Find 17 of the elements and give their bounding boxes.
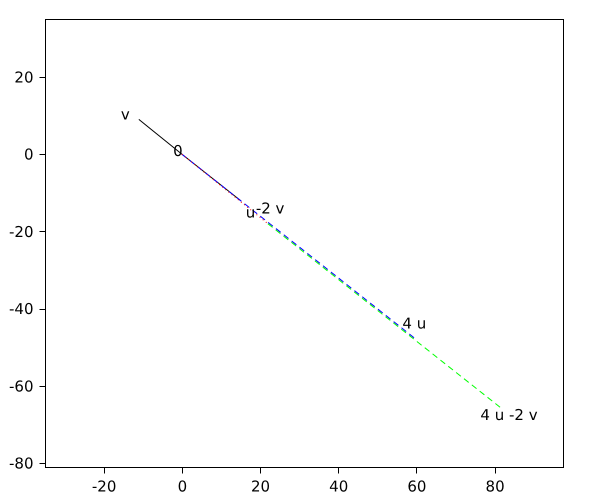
x-tick-label: 40 [329, 478, 348, 496]
annotation: v [120, 105, 130, 124]
x-tick-label: -20 [92, 478, 116, 496]
y-tick-label: -60 [9, 377, 34, 396]
annotation: -2 v [256, 200, 285, 218]
x-tick-label: 80 [486, 478, 505, 496]
x-tick-label: 0 [178, 478, 188, 496]
y-tick-label: 20 [14, 68, 34, 86]
y-tick-label: -20 [9, 222, 34, 241]
x-tick-label: 20 [250, 478, 270, 496]
annotation: u [246, 204, 256, 222]
y-tick-label: 0 [24, 146, 34, 164]
annotation: 4 u -2 v [480, 406, 538, 424]
y-tick-label: -40 [9, 300, 34, 318]
annotation: 4 u [402, 314, 426, 333]
y-tick-label: -80 [9, 454, 34, 473]
x-tick-label: 60 [407, 478, 426, 496]
